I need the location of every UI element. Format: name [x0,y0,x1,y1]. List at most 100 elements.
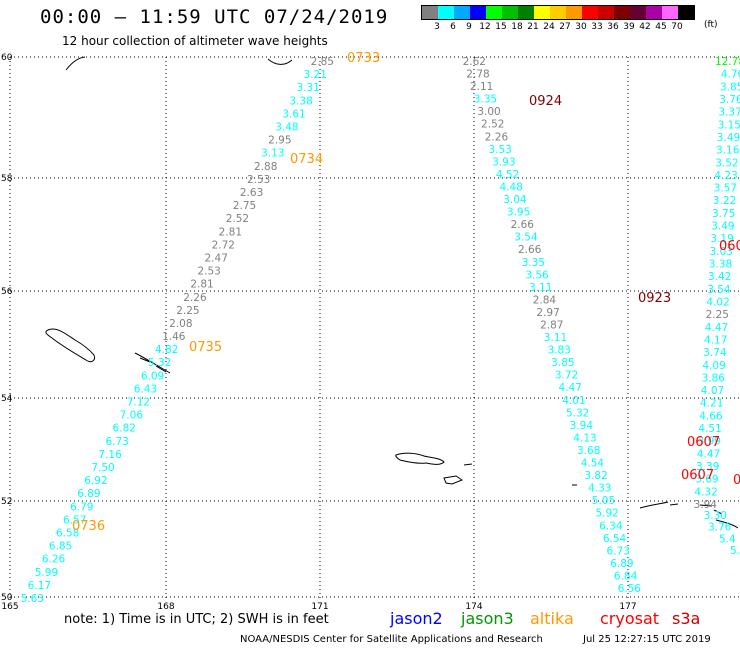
legend-label: 27 [559,22,571,32]
map-subtitle: 12 hour collection of altimeter wave hei… [62,34,328,48]
swh-value: 4.52 [496,169,519,181]
swh-value: 3.53 [488,144,511,156]
swh-value: 3.68 [577,445,600,457]
swh-value: 2.26 [183,292,207,304]
swh-value: 3.94 [570,420,594,432]
pass-time-labels: 0733 0734 0735 0736 0924 0923 060 0607 0607 0 [72,51,740,534]
swh-value: 4.47 [705,322,728,334]
swh-value: 3.21 [304,69,327,81]
pass-time-label: 0607 [687,435,720,450]
legend-swatch [662,6,678,19]
legend-swatch [422,6,438,19]
swh-value: 6.89 [77,488,100,500]
swh-value: 3.72 [555,370,578,382]
swh-value: 3.76 [719,94,740,106]
swh-value: 4.54 [581,458,605,470]
swh-value: 3.49 [711,221,734,233]
lon-label: 174 [465,602,482,612]
track-cryosat: 2.622.782.113.353.002.522.263.533.934.52… [463,56,642,595]
swh-value: 7.12 [127,397,150,409]
pass-time-label: 060 [719,239,740,254]
swh-value: 2.53 [197,266,220,278]
swh-value: 3.38 [289,95,312,107]
swh-value: 3.11 [544,332,567,344]
swh-value: 5.63 [21,593,44,605]
swh-value: 6.17 [28,580,51,592]
legend-swatch [518,6,534,19]
swh-value: 4.02 [706,296,729,308]
swh-value: 4.01 [562,395,585,407]
swh-value: 2.81 [219,226,242,238]
map-grid [9,56,740,601]
legend-color-bar [421,5,695,20]
swh-value: 4.13 [573,432,596,444]
legend-swatch [534,6,550,19]
swh-value: 3.39 [696,461,719,473]
swh-value: 4.17 [704,334,727,346]
island-small-1 [443,475,464,485]
coastlines [45,56,739,529]
legend-swatch [454,6,470,19]
coast-top-mid [267,58,293,65]
track-altika: 2.853.213.313.383.613.482.953.132.882.53… [21,56,334,605]
pass-time-label: 0734 [290,152,323,167]
swh-value: 4.51 [698,423,721,435]
legend-label: 21 [527,22,539,32]
swh-value: 3.54 [514,232,538,244]
swh-value: 2.81 [190,279,213,291]
map-area [10,57,740,601]
lat-label: 56 [1,287,13,297]
legend-label: 3 [434,22,440,32]
swh-value: 5. [730,545,740,557]
swh-value: 4.48 [500,181,523,193]
swh-value: 3.03 [710,246,733,258]
legend-label: 39 [623,22,635,32]
swh-value: 5.05 [592,495,615,507]
legend-label: 30 [575,22,587,32]
swh-value: 6.56 [618,583,642,595]
swh-value: 6.73 [105,436,128,448]
generated-time: Jul 25 12:27:15 UTC 2019 [583,634,711,645]
legend-swatch [678,6,694,19]
swh-value: 2.88 [254,161,277,173]
swh-value: 2.63 [240,187,263,199]
swh-value: 2.52 [226,213,249,225]
swh-value: 3.30 [704,510,727,522]
swh-value: 5.32 [566,407,589,419]
swh-value: 6.43 [134,383,157,395]
swh-value: 3.48 [275,121,298,133]
swh-value: 4.33 [588,483,611,495]
swh-value: 3.61 [282,108,305,120]
track-s3a: 12.784.763.853.763.373.153.493.163.524.2… [694,56,740,511]
swh-value: 2.62 [463,56,486,68]
island-small-2 [463,463,473,466]
swh-value: 2.66 [511,219,535,231]
legend-swatch [646,6,662,19]
swh-value: 3.49 [717,132,740,144]
swh-value: 2.52 [481,119,504,131]
swh-value: 4.09 [702,360,725,372]
swh-value: 4.32 [694,486,717,498]
swh-value: 3.11 [529,282,552,294]
swh-value: 6.09 [141,370,164,382]
pass-time-label: 0733 [347,51,380,66]
mission-altika: altika [530,609,574,628]
swh-value: 3.74 [703,347,727,359]
lon-label: 171 [311,602,328,612]
pass-time-label: 0924 [529,94,562,109]
lat-label: 54 [1,394,13,404]
pass-time-label: 0 [733,473,740,488]
swh-value: 2.08 [169,318,192,330]
legend-label: 9 [466,22,472,32]
swh-value: 3.04 [503,194,527,206]
island-chain-east-3 [715,519,739,529]
swh-value: 6.57 [63,514,86,526]
legend-swatch [598,6,614,19]
legend-label: 45 [655,22,667,32]
legend-swatch [486,6,502,19]
swh-value: 7.16 [98,449,122,461]
swh-value: 3.82 [584,470,607,482]
swh-value: 6.26 [42,554,66,566]
mission-jason2: jason2 [390,609,443,628]
